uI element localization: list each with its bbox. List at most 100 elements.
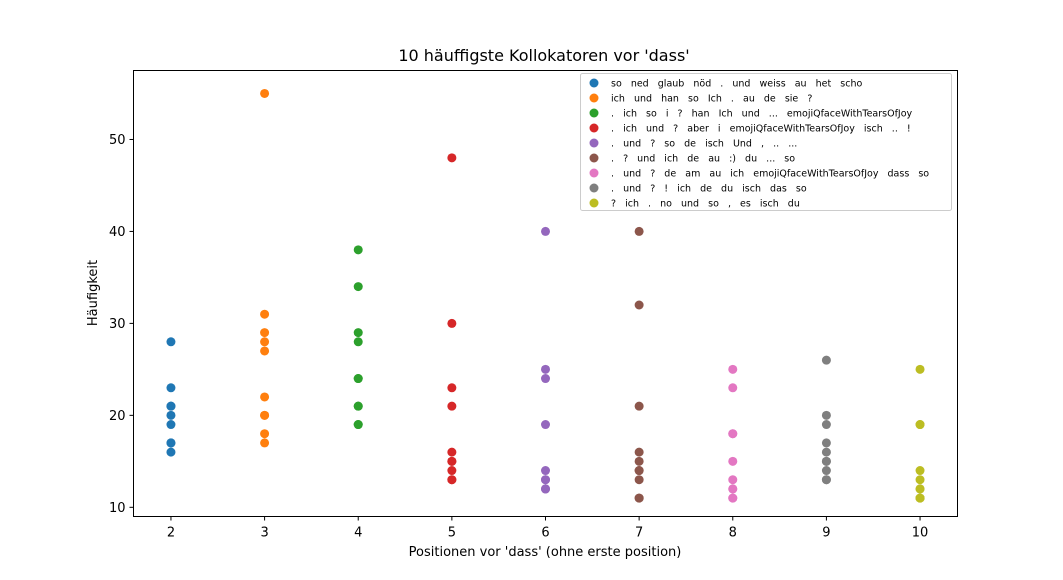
x-tick-label: 3 xyxy=(260,526,268,541)
legend-marker xyxy=(589,78,599,88)
data-point-series-6 xyxy=(634,401,644,411)
data-point-series-7 xyxy=(728,383,738,393)
data-point-series-9 xyxy=(915,475,925,485)
x-tick-label: 10 xyxy=(912,526,929,541)
data-point-series-6 xyxy=(634,456,644,466)
data-point-series-8 xyxy=(821,475,831,485)
data-points xyxy=(166,88,925,503)
y-tick-label: 30 xyxy=(109,317,126,332)
data-point-series-9 xyxy=(915,493,925,503)
x-tick-label: 6 xyxy=(541,526,549,541)
data-point-series-8 xyxy=(821,456,831,466)
data-point-series-9 xyxy=(915,466,925,476)
data-point-series-9 xyxy=(915,420,925,430)
x-tick-label: 7 xyxy=(635,526,643,541)
data-point-series-3 xyxy=(353,337,363,347)
legend-marker xyxy=(589,153,599,163)
data-point-series-6 xyxy=(634,475,644,485)
data-point-series-1 xyxy=(166,420,176,430)
data-point-series-4 xyxy=(447,466,457,476)
x-axis-title: Positionen vor 'dass' (ohne erste positi… xyxy=(409,545,682,560)
data-point-series-1 xyxy=(166,438,176,448)
data-point-series-4 xyxy=(447,475,457,485)
x-tick-label: 8 xyxy=(729,526,737,541)
data-point-series-4 xyxy=(447,318,457,328)
legend-marker xyxy=(589,108,599,118)
legend-marker xyxy=(589,198,599,208)
data-point-series-3 xyxy=(353,328,363,338)
data-point-series-7 xyxy=(728,475,738,485)
data-point-series-6 xyxy=(634,300,644,310)
data-point-series-4 xyxy=(447,383,457,393)
data-point-series-8 xyxy=(821,355,831,365)
legend-label: . ich so i ? han Ich und ... emojiQfaceW… xyxy=(611,109,913,120)
data-point-series-3 xyxy=(353,245,363,255)
data-point-series-4 xyxy=(447,447,457,457)
y-tick-label: 40 xyxy=(109,225,126,240)
data-point-series-2 xyxy=(260,410,270,420)
y-tick-label: 20 xyxy=(109,409,126,424)
data-point-series-2 xyxy=(260,309,270,319)
data-point-series-6 xyxy=(634,493,644,503)
data-point-series-8 xyxy=(821,410,831,420)
legend-label: ? ich . no und so , es isch du xyxy=(611,199,800,210)
legend-frame xyxy=(580,73,952,211)
data-point-series-8 xyxy=(821,466,831,476)
x-tick-label: 4 xyxy=(354,526,362,541)
data-point-series-6 xyxy=(634,447,644,457)
legend-label: . und ? de am au ich emojiQfaceWithTears… xyxy=(611,169,929,180)
data-point-series-1 xyxy=(166,337,176,347)
data-point-series-1 xyxy=(166,383,176,393)
legend-label: . ? und ich de au :) du ... so xyxy=(611,154,795,165)
data-point-series-2 xyxy=(260,328,270,338)
legend-label: . und ? so de isch Und , .. ... xyxy=(611,139,797,150)
data-point-series-2 xyxy=(260,88,270,98)
legend-label: . und ? ! ich de du isch das so xyxy=(611,184,807,195)
data-point-series-7 xyxy=(728,484,738,494)
y-axis-title: Häufigkeit xyxy=(86,260,101,326)
x-tick-label: 5 xyxy=(448,526,456,541)
plot-frame xyxy=(133,70,958,517)
data-point-series-8 xyxy=(821,438,831,448)
data-point-series-8 xyxy=(821,447,831,457)
data-point-series-7 xyxy=(728,429,738,439)
x-tick-label: 9 xyxy=(822,526,830,541)
data-point-series-1 xyxy=(166,401,176,411)
data-point-series-6 xyxy=(634,466,644,476)
data-point-series-4 xyxy=(447,401,457,411)
data-point-series-5 xyxy=(541,475,550,485)
data-point-series-7 xyxy=(728,493,738,503)
data-point-series-3 xyxy=(353,282,363,292)
x-tick-label: 2 xyxy=(167,526,175,541)
legend-label: ich und han so Ich . au de sie ? xyxy=(611,94,812,105)
data-point-series-5 xyxy=(541,364,550,374)
legend-marker xyxy=(589,168,599,178)
data-point-series-8 xyxy=(821,420,831,430)
data-point-series-5 xyxy=(541,226,550,236)
data-point-series-5 xyxy=(541,374,550,384)
legend: so ned glaub nöd . und weiss au het scho… xyxy=(580,73,952,211)
data-point-series-3 xyxy=(353,401,363,411)
legend-marker xyxy=(589,123,599,133)
legend-label: . ich und ? aber i emojiQfaceWithTearsOf… xyxy=(611,124,911,135)
data-point-series-1 xyxy=(166,447,176,457)
data-point-series-2 xyxy=(260,392,270,402)
y-tick-label: 10 xyxy=(109,501,126,516)
data-point-series-4 xyxy=(447,153,457,163)
data-point-series-9 xyxy=(915,484,925,494)
data-point-series-7 xyxy=(728,364,738,374)
data-point-series-5 xyxy=(541,466,550,476)
data-point-series-5 xyxy=(541,484,550,494)
data-point-series-7 xyxy=(728,456,738,466)
data-point-series-5 xyxy=(541,420,550,430)
data-point-series-6 xyxy=(634,226,644,236)
data-point-series-2 xyxy=(260,346,270,356)
data-point-series-2 xyxy=(260,438,270,448)
y-tick-label: 50 xyxy=(109,133,126,148)
legend-marker xyxy=(589,183,599,193)
data-point-series-3 xyxy=(353,420,363,430)
legend-marker xyxy=(589,138,599,148)
chart-title: 10 häuffigste Kollokatoren vor 'dass' xyxy=(398,46,689,65)
legend-label: so ned glaub nöd . und weiss au het scho xyxy=(611,79,862,90)
